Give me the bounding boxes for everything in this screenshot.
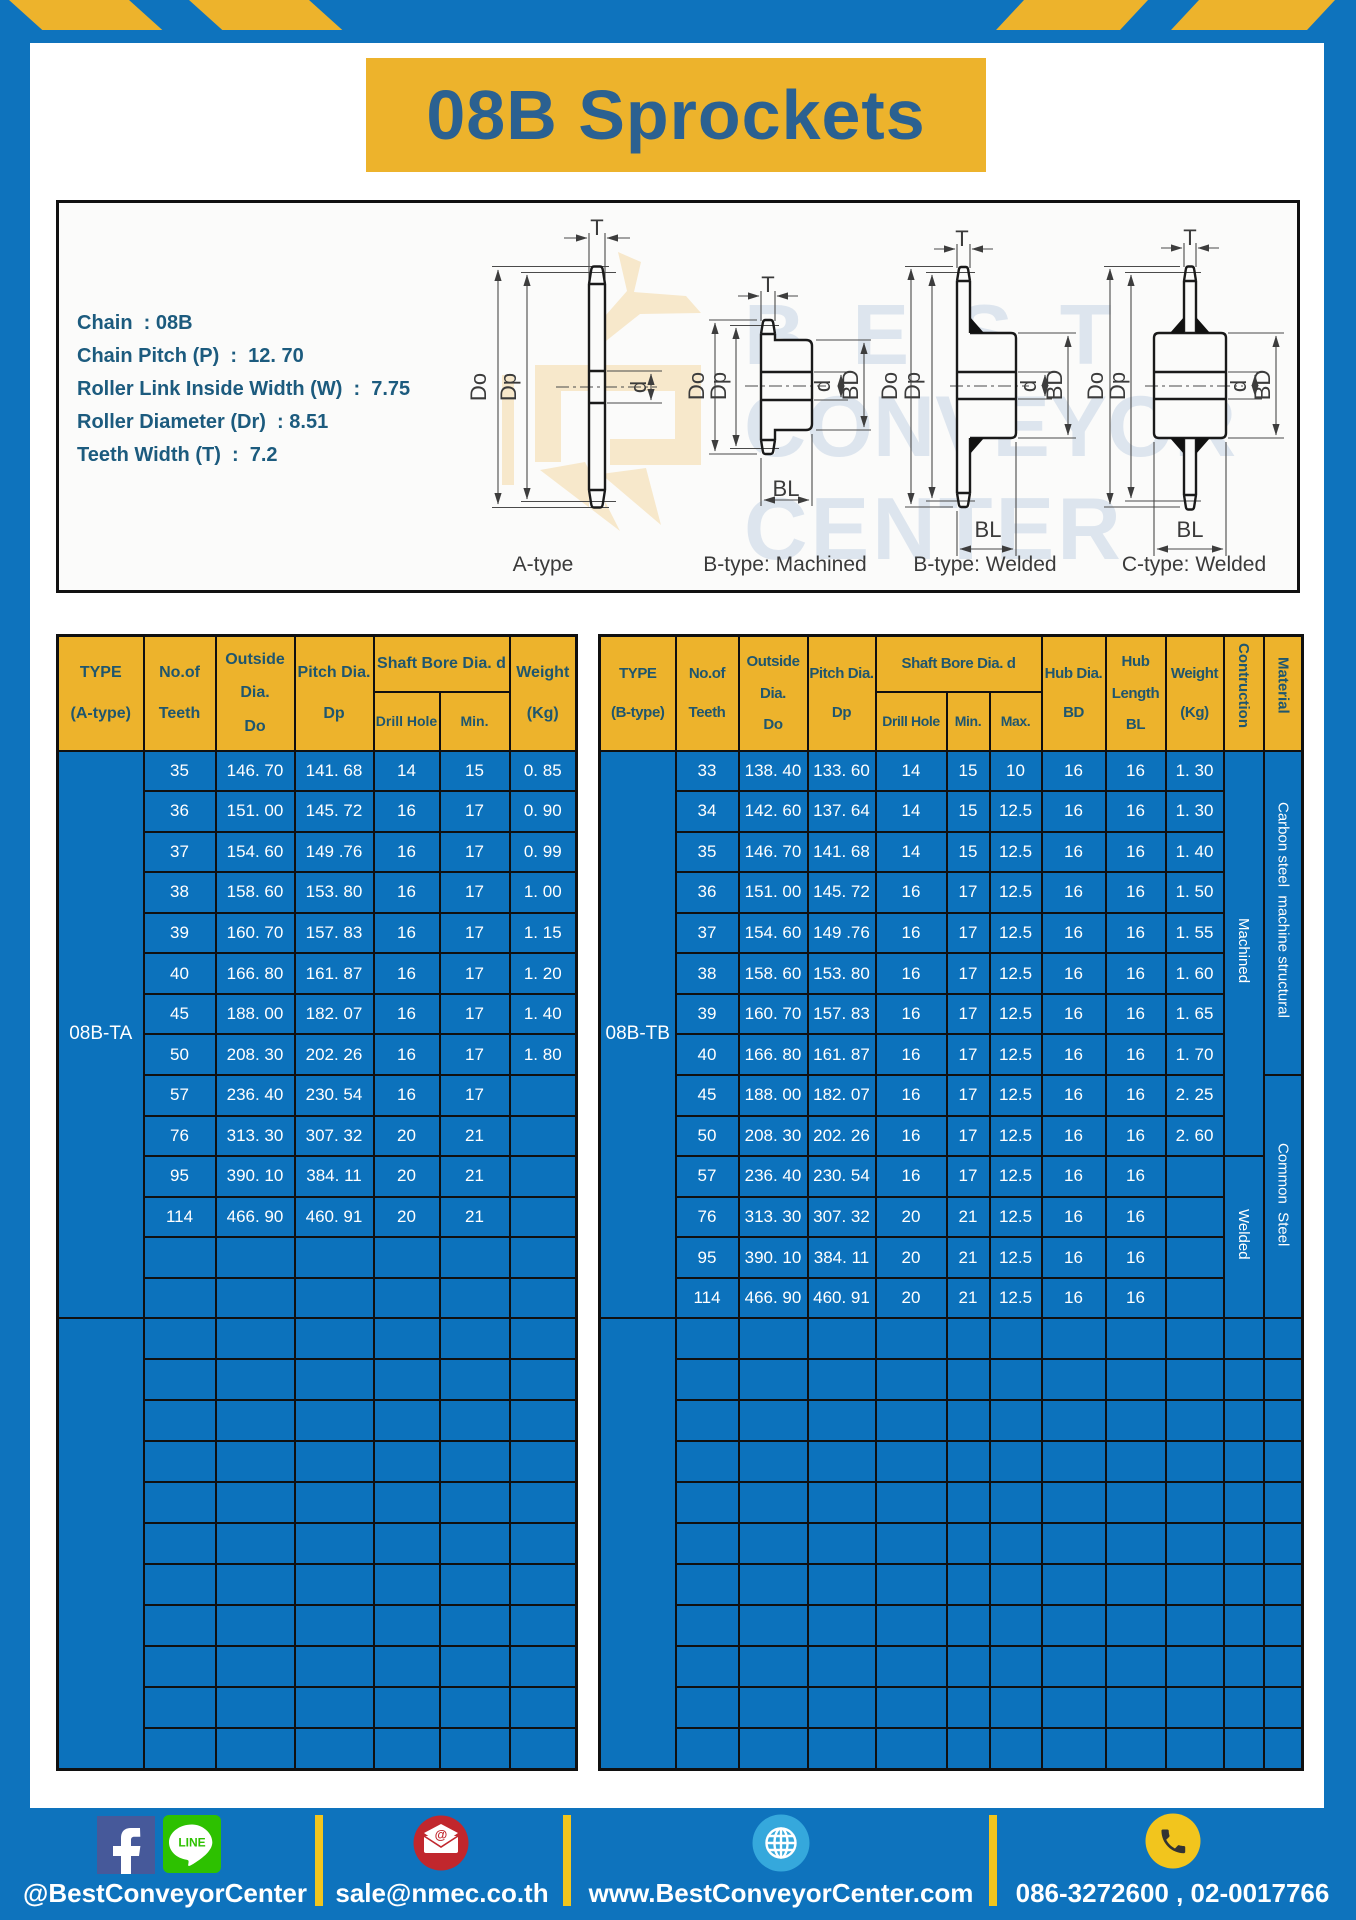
svg-text:BD: BD: [1250, 370, 1275, 401]
svg-text:Dp: Dp: [706, 372, 731, 400]
svg-text:BL: BL: [773, 476, 800, 501]
svg-text:BL: BL: [975, 517, 1002, 542]
svg-text:T: T: [590, 215, 603, 240]
svg-text:LINE: LINE: [178, 1836, 205, 1850]
svg-text:Dp: Dp: [1105, 372, 1130, 400]
svg-text:d: d: [1226, 380, 1251, 392]
svg-text:Do: Do: [877, 372, 902, 400]
svg-text:T: T: [955, 226, 968, 251]
svg-text:BD: BD: [1042, 370, 1067, 401]
svg-text:Do: Do: [684, 372, 709, 400]
svg-text:d: d: [626, 381, 651, 393]
svg-text:T: T: [761, 272, 774, 297]
svg-text:Do: Do: [1083, 372, 1108, 400]
svg-text:BD: BD: [838, 370, 863, 401]
svg-text:Dp: Dp: [900, 372, 925, 400]
svg-text:BL: BL: [1177, 517, 1204, 542]
svg-text:Dp: Dp: [496, 373, 521, 401]
svg-text:d: d: [1016, 380, 1041, 392]
svg-text:Do: Do: [466, 373, 491, 401]
svg-text:@: @: [435, 1827, 448, 1842]
svg-text:T: T: [1183, 225, 1196, 250]
svg-text:d: d: [810, 380, 835, 392]
